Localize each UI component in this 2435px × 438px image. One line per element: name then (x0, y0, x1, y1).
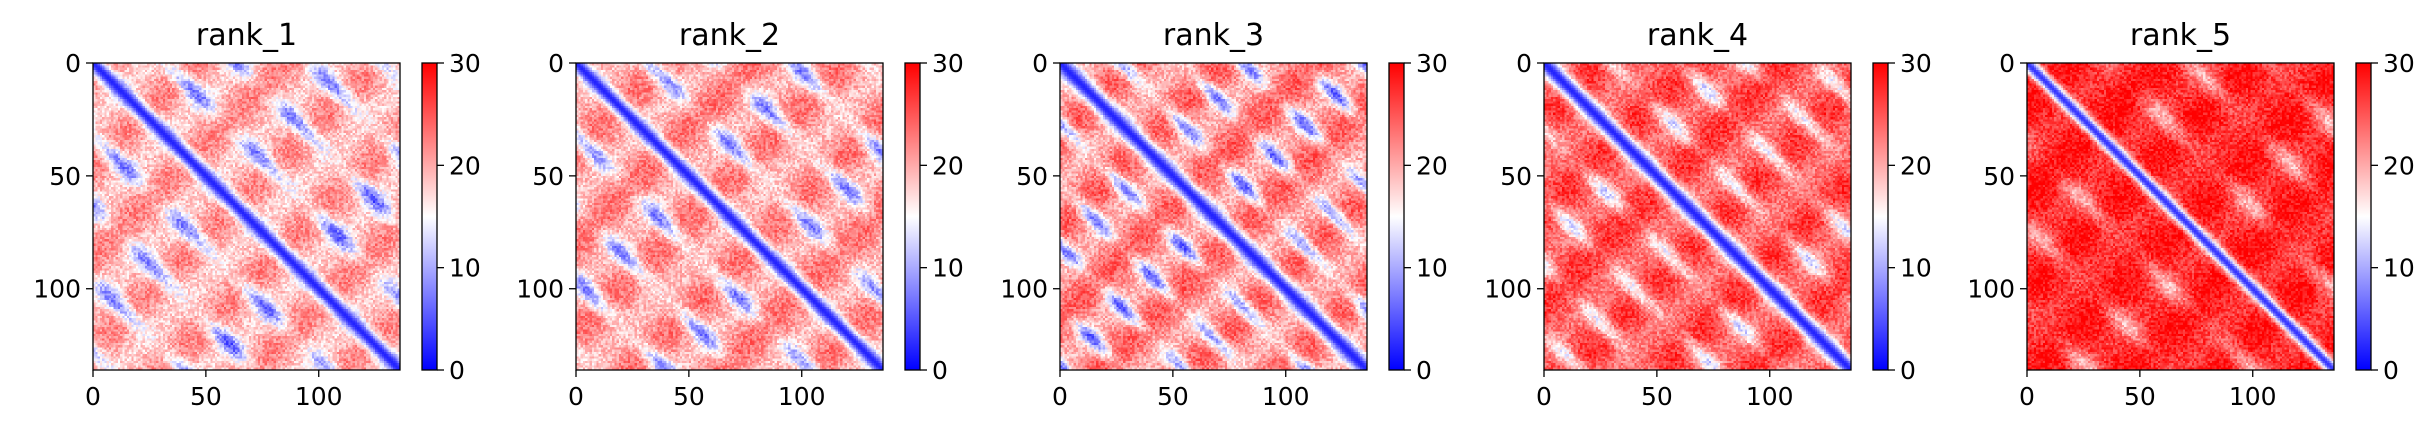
heatmap-panel-5: rank_5 0 50 100 0 50 100 0 10 20 30 (1967, 18, 2415, 411)
heatmap-panel-3: rank_3 0 50 100 0 50 100 0 10 20 30 (1000, 18, 1448, 411)
colorbar: 0 10 20 30 (904, 49, 964, 385)
x-tick-label: 100 (1262, 382, 1310, 411)
colorbar-tick-label: 0 (449, 356, 465, 385)
x-tick-label: 100 (2229, 382, 2277, 411)
x-tick-label: 0 (1052, 382, 1068, 411)
y-tick-label: 0 (548, 49, 564, 78)
x-tick-label: 50 (190, 382, 222, 411)
panel-title: rank_1 (196, 18, 297, 53)
y-tick-label: 50 (1500, 162, 1532, 191)
colorbar-tick-label: 10 (1416, 254, 1448, 283)
y-tick-label: 100 (1000, 275, 1048, 304)
heatmap-image (2027, 63, 2334, 370)
colorbar-tick-label: 20 (932, 151, 964, 180)
heatmap-image (1544, 63, 1851, 370)
heatmap-panel-4: rank_4 0 50 100 0 50 100 0 10 20 30 (1484, 18, 1932, 411)
panel-title: rank_3 (1163, 18, 1264, 53)
y-tick-label: 0 (1032, 49, 1048, 78)
panel-title: rank_5 (2130, 18, 2231, 53)
colorbar-gradient (904, 62, 921, 371)
y-tick-label: 100 (33, 275, 81, 304)
colorbar-tick-label: 20 (449, 151, 481, 180)
heatmap-panel-1: rank_1 0 50 100 0 50 100 0 10 20 30 (33, 18, 481, 411)
colorbar-tick-label: 30 (449, 49, 481, 78)
y-tick-label: 0 (65, 49, 81, 78)
axes-frame (1059, 62, 1368, 371)
axes-frame (2026, 62, 2335, 371)
colorbar-tick-label: 0 (932, 356, 948, 385)
colorbar-gradient (1872, 62, 1889, 371)
panel-title: rank_2 (679, 18, 780, 53)
colorbar-gradient (2355, 62, 2372, 371)
colorbar: 0 10 20 30 (421, 49, 481, 385)
x-tick-label: 50 (1641, 382, 1673, 411)
colorbar-tick-label: 20 (1416, 151, 1448, 180)
colorbar-tick-label: 10 (2383, 254, 2415, 283)
y-tick-label: 100 (1484, 275, 1532, 304)
axes-frame (92, 62, 401, 371)
x-tick-label: 100 (295, 382, 343, 411)
heatmap-image (576, 63, 883, 370)
heatmap-image (93, 63, 400, 370)
colorbar-tick-label: 20 (1900, 151, 1932, 180)
x-tick-label: 50 (673, 382, 705, 411)
colorbar-tick-label: 30 (1416, 49, 1448, 78)
x-tick-label: 50 (1157, 382, 1189, 411)
colorbar: 0 10 20 30 (1872, 49, 1932, 385)
colorbar: 0 10 20 30 (1388, 49, 1448, 385)
colorbar: 0 10 20 30 (2355, 49, 2415, 385)
axes-frame (1543, 62, 1852, 371)
x-tick-label: 0 (568, 382, 584, 411)
y-tick-label: 50 (49, 162, 81, 191)
x-tick-label: 50 (2124, 382, 2156, 411)
heatmap-panel-2: rank_2 0 50 100 0 50 100 0 10 20 30 (516, 18, 964, 411)
colorbar-tick-label: 30 (2383, 49, 2415, 78)
panel-title: rank_4 (1647, 18, 1748, 53)
axes-frame (575, 62, 884, 371)
x-tick-label: 0 (2019, 382, 2035, 411)
y-tick-label: 0 (1516, 49, 1532, 78)
colorbar-tick-label: 0 (2383, 356, 2399, 385)
colorbar-tick-label: 0 (1416, 356, 1432, 385)
colorbar-tick-label: 10 (932, 254, 964, 283)
y-tick-label: 50 (1983, 162, 2015, 191)
x-tick-label: 0 (1536, 382, 1552, 411)
colorbar-tick-label: 30 (1900, 49, 1932, 78)
heatmap-image (1060, 63, 1367, 370)
y-tick-label: 100 (516, 275, 564, 304)
colorbar-tick-label: 20 (2383, 151, 2415, 180)
colorbar-gradient (1388, 62, 1405, 371)
colorbar-tick-label: 10 (449, 254, 481, 283)
colorbar-gradient (421, 62, 438, 371)
y-tick-label: 100 (1967, 275, 2015, 304)
colorbar-tick-label: 0 (1900, 356, 1916, 385)
x-tick-label: 100 (778, 382, 826, 411)
colorbar-tick-label: 30 (932, 49, 964, 78)
x-tick-label: 100 (1746, 382, 1794, 411)
colorbar-tick-label: 10 (1900, 254, 1932, 283)
y-tick-label: 50 (532, 162, 564, 191)
y-tick-label: 50 (1016, 162, 1048, 191)
x-tick-label: 0 (85, 382, 101, 411)
y-tick-label: 0 (1999, 49, 2015, 78)
